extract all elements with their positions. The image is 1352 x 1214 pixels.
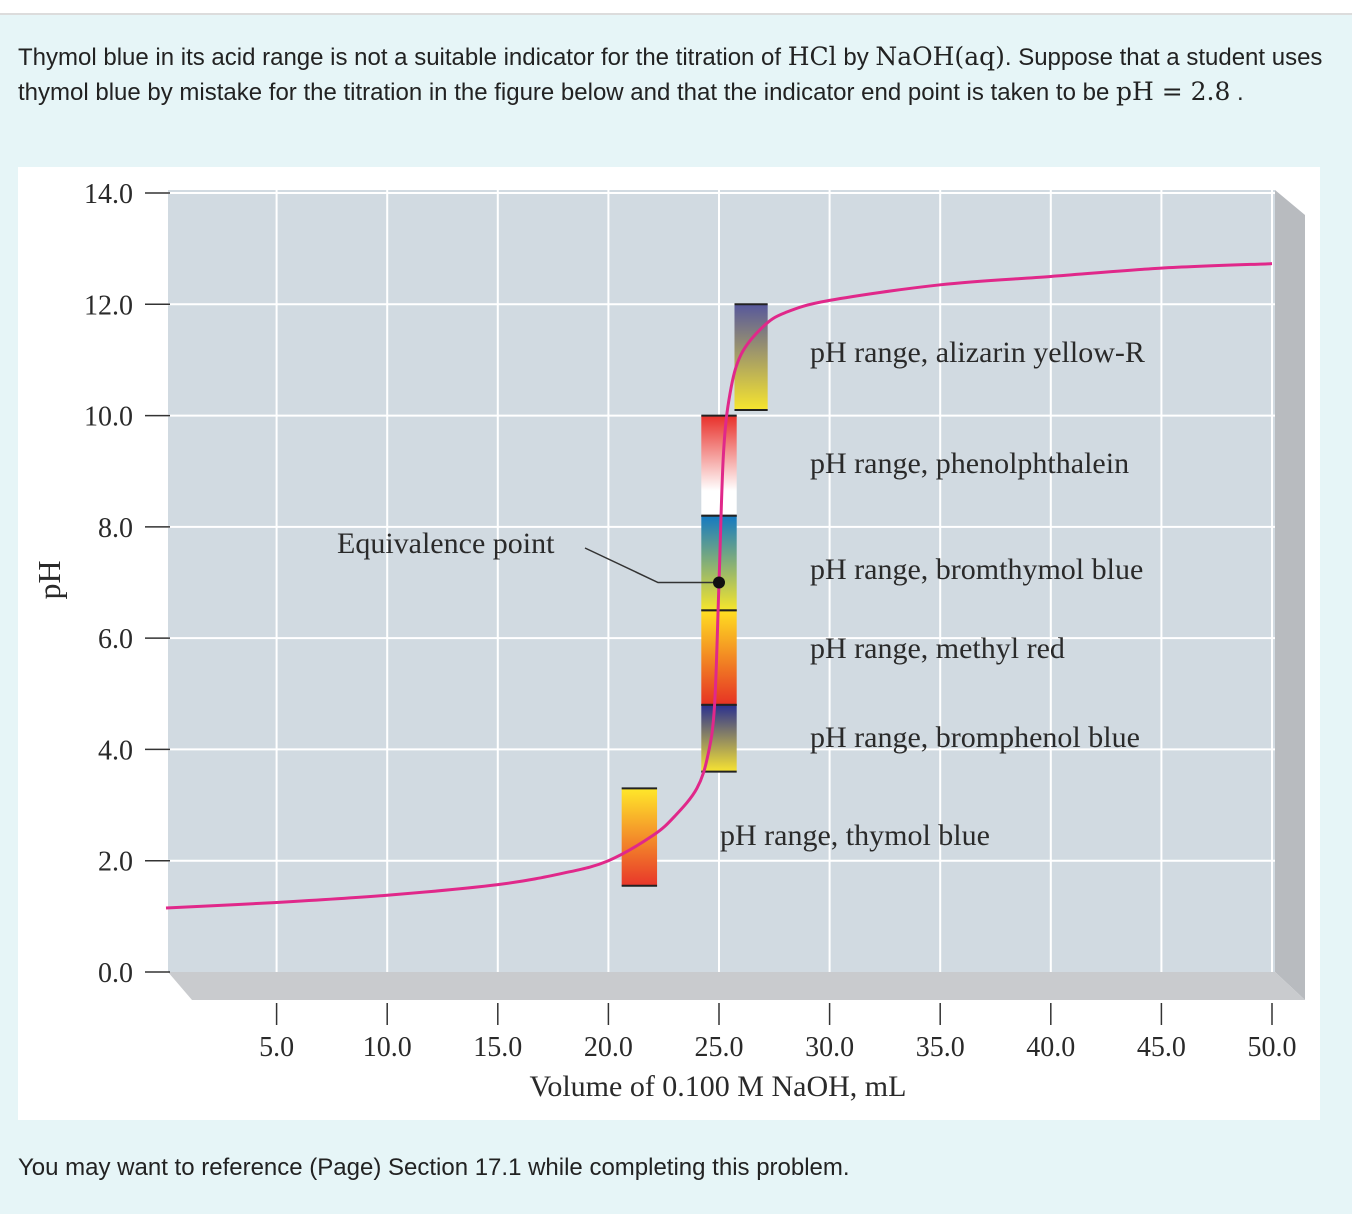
- indicator-range-label: pH range, alizarin yellow-R: [810, 336, 1145, 369]
- indicator-range-label: pH range, methyl red: [810, 632, 1065, 665]
- equivalence-point-group: Equivalence point: [337, 527, 725, 589]
- y-tick-label: 8.0: [98, 513, 133, 544]
- x-tick-label: 40.0: [1026, 1032, 1075, 1063]
- equivalence-point-marker: [713, 576, 725, 589]
- y-tick-label: 2.0: [98, 847, 133, 878]
- plot-floor-3d: [168, 972, 1305, 1000]
- x-tick-label: 5.0: [259, 1032, 294, 1063]
- x-axis-label: Volume of 0.100 M NaOH, mL: [530, 1070, 907, 1103]
- titration-curve: [165, 262, 1273, 910]
- x-tick-label: 45.0: [1137, 1032, 1186, 1063]
- y-tick-label: 0.0: [98, 958, 133, 989]
- indicator-range-label: pH range, bromphenol blue: [810, 721, 1140, 754]
- ph-expression: pH = 2.8: [1115, 77, 1231, 106]
- y-tick-label: 10.0: [84, 402, 133, 433]
- indicator-range-bar: [701, 415, 737, 516]
- question-text-2: by: [836, 44, 876, 71]
- x-tick-label: 25.0: [695, 1032, 744, 1063]
- reference-note: You may want to reference (Page) Section…: [18, 1154, 850, 1181]
- y-tick-label: 14.0: [84, 179, 133, 210]
- indicator-range-label: pH range, phenolphthalein: [810, 447, 1129, 480]
- indicator-labels: pH range, alizarin yellow-R pH range, phe…: [720, 336, 1145, 852]
- plot-side-3d: [1275, 190, 1305, 1000]
- indicator-range-label: pH range, bromthymol blue: [810, 553, 1143, 586]
- y-tick-label: 4.0: [98, 735, 133, 766]
- x-tick-label: 10.0: [363, 1032, 412, 1063]
- formula-hcl: HCl: [787, 42, 837, 71]
- x-tick-label: 35.0: [916, 1032, 965, 1063]
- question-text: Thymol blue in its acid range is not a s…: [18, 40, 1328, 110]
- indicator-range-label: pH range, thymol blue: [720, 819, 990, 852]
- x-tick-label: 20.0: [584, 1032, 633, 1063]
- equivalence-point-label: Equivalence point: [337, 527, 555, 560]
- axes: 5.0 10.0 15.0 20.0 25.0 30.0 35.0 40.0 45.0 50.0 0…: [84, 179, 1297, 1063]
- question-text-4: .: [1230, 79, 1244, 106]
- question-text-1: Thymol blue in its acid range is not a s…: [18, 44, 788, 71]
- x-tick-label: 30.0: [805, 1032, 854, 1063]
- formula-naoh: NaOH(aq): [875, 42, 1005, 71]
- equivalence-leader-line: [584, 547, 719, 584]
- y-tick-label: 6.0: [98, 624, 133, 655]
- y-axis-label: pH: [31, 560, 67, 599]
- x-tick-label: 15.0: [473, 1032, 522, 1063]
- question-text-3: . Suppose that a student uses thymol blu…: [18, 44, 1323, 106]
- x-tick-label: 50.0: [1248, 1032, 1297, 1063]
- y-tick-label: 12.0: [84, 290, 133, 321]
- grid: [168, 190, 1275, 972]
